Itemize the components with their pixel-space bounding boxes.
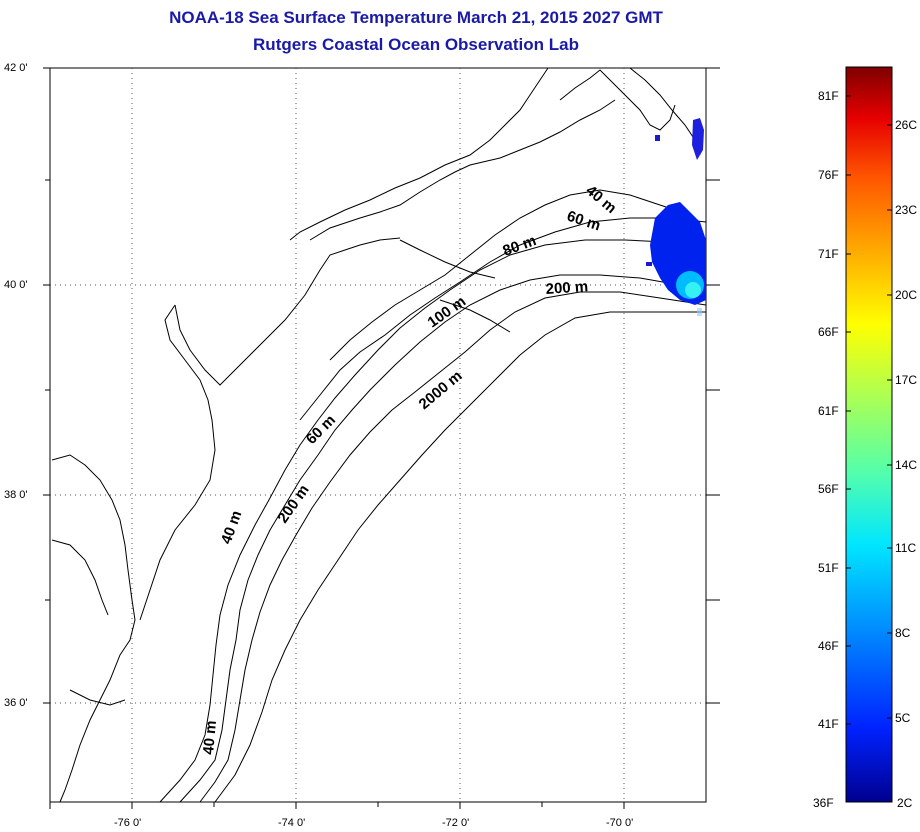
colorbar-label-c: 8C	[895, 626, 911, 640]
lat-label: 38 0'	[4, 489, 28, 501]
lat-label: 40 0'	[4, 279, 28, 291]
colorbar-ticks	[846, 95, 892, 725]
colorbar-label-f: 66F	[818, 325, 839, 339]
colorbar-label-c: 11C	[895, 541, 917, 555]
colorbar-label-c: 23C	[895, 203, 918, 217]
map-title: NOAA-18 Sea Surface Temperature March 21…	[169, 8, 663, 27]
lon-label: -70 0'	[606, 817, 634, 829]
colorbar-label-c: 26C	[895, 118, 918, 132]
lat-label: 36 0'	[4, 697, 28, 709]
colorbar-label-c: 5C	[895, 711, 911, 725]
colorbar	[845, 66, 893, 803]
map-frame	[49, 67, 707, 803]
colorbar-label-f: 56F	[818, 482, 839, 496]
colorbar-label-f: 51F	[818, 561, 839, 575]
colorbar-label-f: 76F	[818, 168, 839, 182]
lon-label: -72 0'	[442, 817, 470, 829]
sst-data-patch	[646, 118, 706, 316]
colorbar-label-f: 41F	[818, 717, 839, 731]
lon-label: -74 0'	[278, 817, 306, 829]
colorbar-label-f: 46F	[818, 639, 839, 653]
colorbar-label-c: 17C	[895, 373, 918, 387]
lat-label: 42 0'	[4, 62, 28, 74]
isobath-label: 200 m	[545, 278, 589, 298]
colorbar-label-f: 36F	[813, 796, 834, 810]
colorbar-label-f: 81F	[818, 89, 839, 103]
colorbar-label-c: 2C	[897, 796, 913, 810]
colorbar-label-f: 71F	[818, 247, 839, 261]
isobaths	[159, 189, 707, 803]
map-subtitle: Rutgers Coastal Ocean Observation Lab	[253, 35, 579, 54]
coastline	[51, 67, 701, 803]
axis-ticks	[43, 67, 720, 809]
colorbar-label-c: 20C	[895, 288, 918, 302]
lon-label: -76 0'	[114, 817, 142, 829]
colorbar-label-f: 61F	[818, 404, 839, 418]
colorbar-label-c: 14C	[895, 458, 918, 472]
isobath-label: 40 m	[200, 720, 220, 756]
